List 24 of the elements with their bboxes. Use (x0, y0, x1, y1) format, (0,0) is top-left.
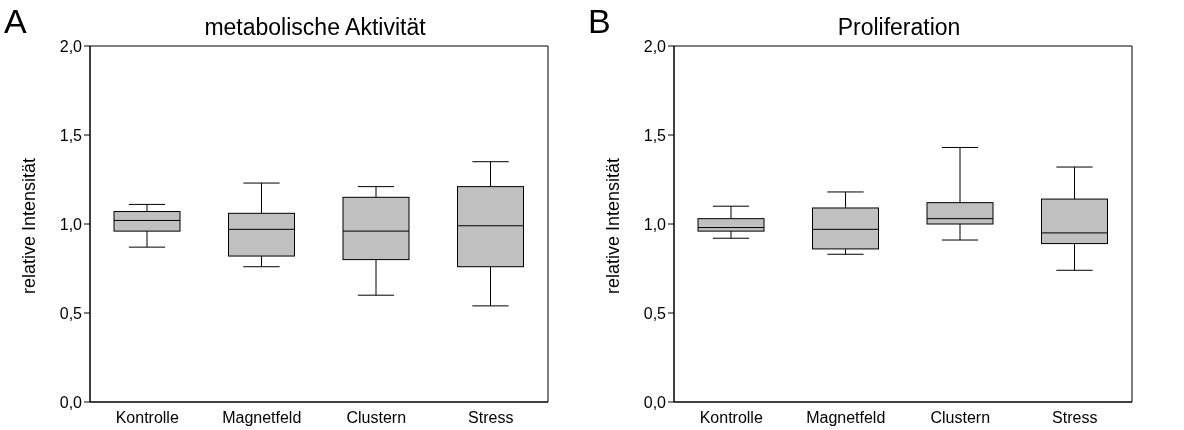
x-tick-label: Kontrolle (699, 409, 763, 427)
y-tick-label: 1,0 (59, 215, 83, 233)
y-tick-label: 0,5 (59, 304, 83, 322)
y-tick-label: 2,0 (643, 37, 667, 55)
text: B (588, 2, 611, 41)
y-tick-label: 1,5 (59, 126, 83, 144)
y-axis-title: relative Intensität (603, 157, 624, 294)
x-tick-label: Clustern (930, 409, 991, 427)
x-tick-label: Stress (468, 409, 514, 427)
x-tick-label: Kontrolle (115, 409, 179, 427)
x-tick-label: Magnetfeld (222, 409, 302, 427)
y-tick-label: 0,5 (643, 304, 667, 322)
y-axis-title: relative Intensität (19, 157, 40, 294)
x-tick-label: Clustern (346, 409, 407, 427)
y-tick-label: 0,0 (59, 393, 83, 411)
y-tick-label: 0,0 (643, 393, 667, 411)
y-tick-label: 2,0 (59, 37, 83, 55)
chart-title: Proliferation (836, 14, 962, 41)
chart-title: metabolische Aktivität (203, 14, 427, 41)
y-tick-label: 1,0 (643, 215, 667, 233)
x-tick-label: Magnetfeld (806, 409, 886, 427)
y-tick-label: 1,5 (643, 126, 667, 144)
x-tick-label: Stress (1052, 409, 1098, 427)
text: A (4, 2, 27, 41)
